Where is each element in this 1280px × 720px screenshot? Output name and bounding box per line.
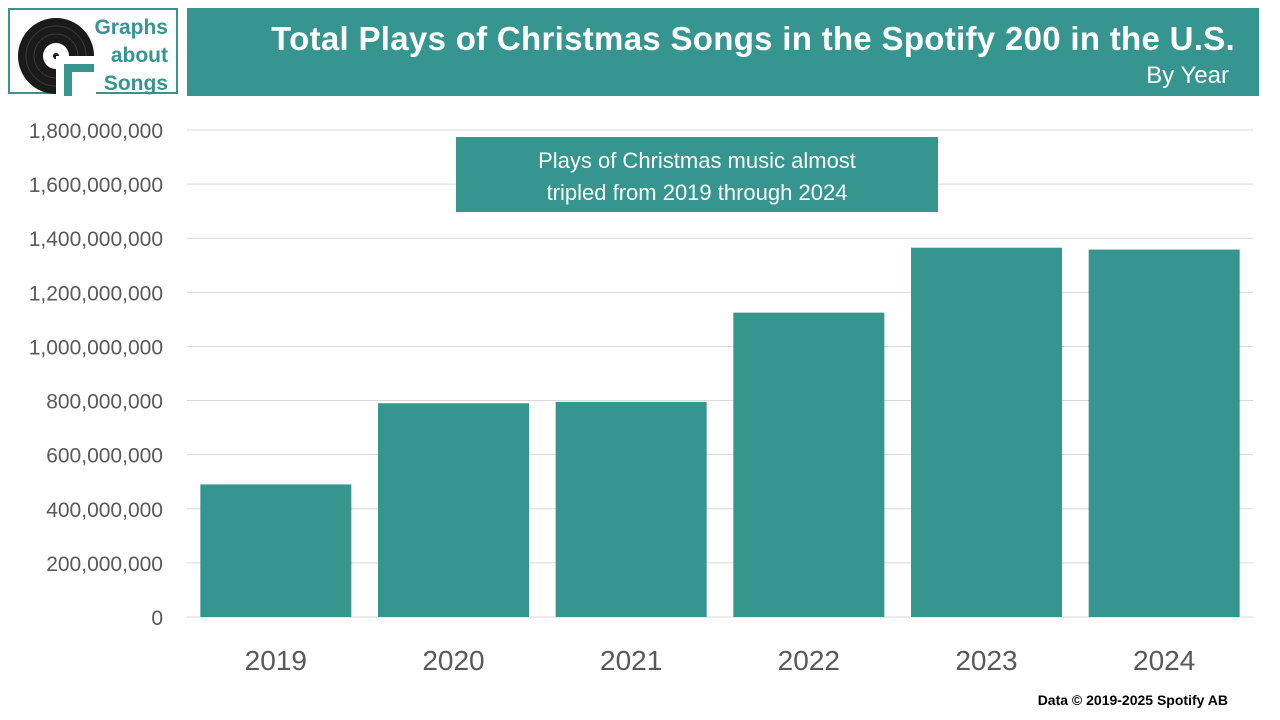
- y-tick-label: 1,000,000,000: [29, 336, 163, 359]
- x-tick-label: 2019: [245, 645, 307, 676]
- x-tick-label: 2024: [1133, 645, 1195, 676]
- vinyl-record-icon: [18, 18, 96, 96]
- logo-line: about: [110, 44, 168, 67]
- data-credit: Data © 2019-2025 Spotify AB: [1037, 692, 1228, 708]
- x-tick-label: 2022: [778, 645, 840, 676]
- y-tick-label: 0: [151, 607, 163, 630]
- annotation-line-1: Plays of Christmas music almost: [538, 148, 856, 173]
- bar-2024: [1088, 249, 1240, 617]
- logo-line: Graphs: [94, 16, 168, 39]
- annotation-box: [456, 137, 938, 212]
- chart-subtitle: By Year: [1146, 62, 1229, 89]
- annotation-line-2: tripled from 2019 through 2024: [547, 180, 848, 205]
- bar-2021: [555, 401, 707, 617]
- x-tick-label: 2020: [422, 645, 484, 676]
- title-banner: Total Plays of Christmas Songs in the Sp…: [187, 8, 1259, 96]
- y-tick-label: 1,200,000,000: [29, 282, 163, 305]
- y-tick-label: 1,600,000,000: [29, 174, 163, 197]
- bar-2020: [378, 403, 529, 617]
- logo-text: Graphs about Songs: [94, 14, 168, 98]
- x-tick-label: 2023: [955, 645, 1017, 676]
- y-tick-label: 1,800,000,000: [29, 120, 163, 143]
- y-tick-label: 600,000,000: [46, 445, 163, 468]
- bar-2019: [200, 484, 352, 617]
- bar-2023: [911, 247, 1062, 618]
- y-tick-label: 400,000,000: [46, 499, 163, 522]
- logo-line: Songs: [103, 72, 168, 95]
- x-tick-label: 2021: [600, 645, 662, 676]
- y-tick-label: 200,000,000: [46, 553, 163, 576]
- bar-2022: [733, 312, 885, 617]
- y-tick-label: 1,400,000,000: [29, 228, 163, 251]
- chart-title: Total Plays of Christmas Songs in the Sp…: [271, 20, 1235, 57]
- logo: Graphs about Songs: [8, 8, 178, 96]
- y-tick-label: 800,000,000: [46, 391, 163, 414]
